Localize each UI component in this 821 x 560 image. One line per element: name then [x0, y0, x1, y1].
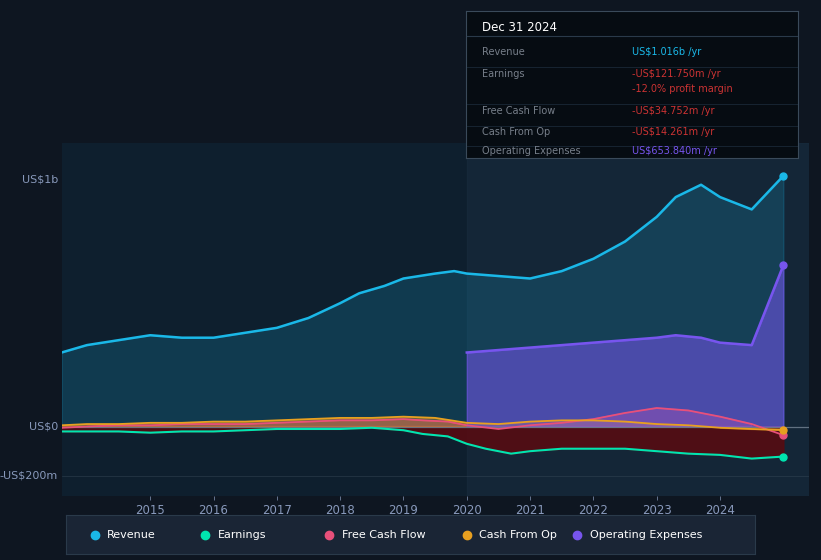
Text: Revenue: Revenue — [482, 47, 525, 57]
Text: Dec 31 2024: Dec 31 2024 — [482, 21, 557, 35]
Text: Operating Expenses: Operating Expenses — [482, 146, 580, 156]
Text: Free Cash Flow: Free Cash Flow — [342, 530, 425, 540]
Text: Cash From Op: Cash From Op — [479, 530, 557, 540]
Text: US$653.840m /yr: US$653.840m /yr — [632, 146, 717, 156]
Text: Free Cash Flow: Free Cash Flow — [482, 106, 555, 116]
Text: -US$121.750m /yr: -US$121.750m /yr — [632, 69, 720, 80]
Text: -US$14.261m /yr: -US$14.261m /yr — [632, 127, 714, 137]
Text: US$0: US$0 — [29, 422, 57, 432]
Text: US$1b: US$1b — [21, 175, 57, 185]
Text: Revenue: Revenue — [107, 530, 156, 540]
Text: -US$200m: -US$200m — [0, 471, 57, 481]
Text: Cash From Op: Cash From Op — [482, 127, 550, 137]
Text: -US$34.752m /yr: -US$34.752m /yr — [632, 106, 714, 116]
Text: US$1.016b /yr: US$1.016b /yr — [632, 47, 701, 57]
Text: Earnings: Earnings — [482, 69, 525, 80]
Text: Earnings: Earnings — [218, 530, 266, 540]
Text: -12.0% profit margin: -12.0% profit margin — [632, 84, 732, 94]
Text: Operating Expenses: Operating Expenses — [589, 530, 702, 540]
Bar — [467, 143, 809, 496]
